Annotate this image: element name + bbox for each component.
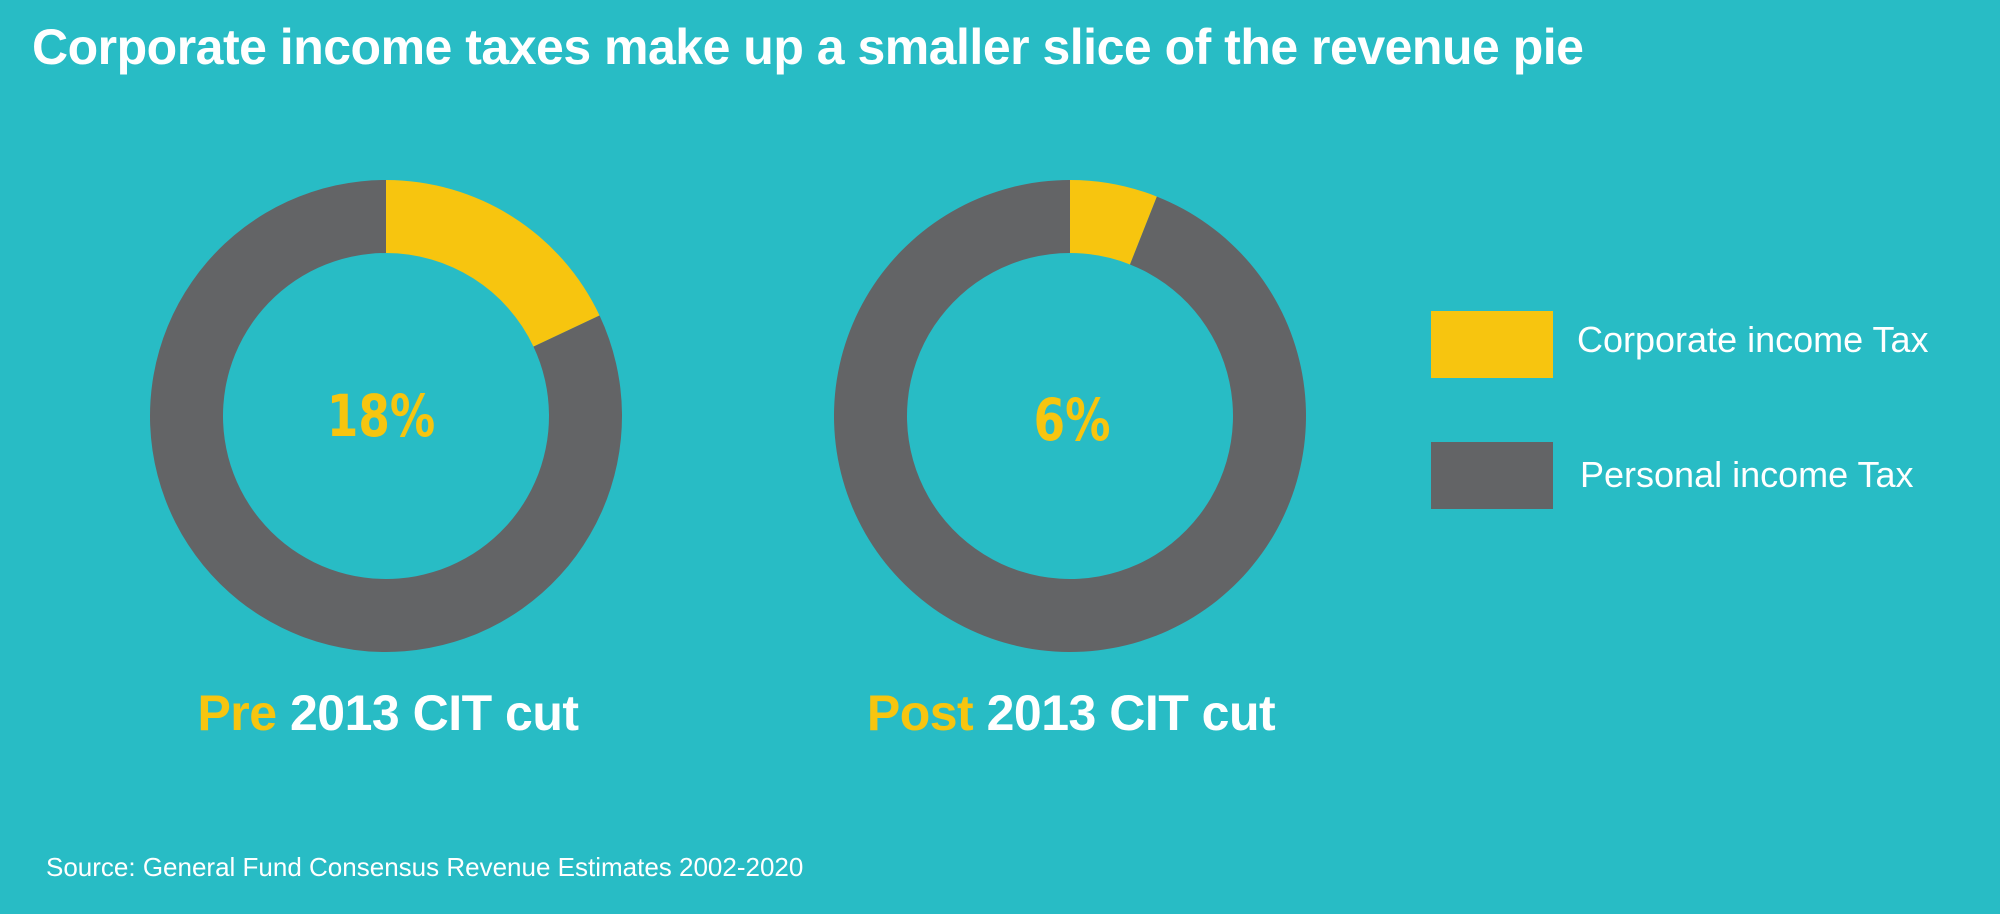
donut-slice-corporate <box>386 180 600 347</box>
chart-title: Corporate income taxes make up a smaller… <box>32 19 1584 75</box>
donut-post <box>833 180 1306 652</box>
legend-swatch-personal <box>1431 442 1553 509</box>
source-note: Source: General Fund Consensus Revenue E… <box>46 852 804 882</box>
caption-post-rest: 2013 CIT cut <box>973 685 1276 741</box>
legend-swatch-corporate <box>1431 311 1553 378</box>
caption-pre-highlight: Pre <box>197 685 277 741</box>
caption-pre-rest: 2013 CIT cut <box>276 685 579 741</box>
legend-label-corporate: Corporate income Tax <box>1577 319 1929 360</box>
caption-pre: Pre 2013 CIT cut <box>197 684 579 742</box>
donut-pre <box>150 180 623 652</box>
center-label-post: 6% <box>1033 386 1111 454</box>
donut-slice-personal <box>833 180 1306 652</box>
legend-label-personal: Personal income Tax <box>1580 454 1914 495</box>
donut-slice-personal <box>150 180 623 652</box>
center-label-pre: 18% <box>326 382 436 450</box>
donut-slice-corporate <box>1070 180 1157 265</box>
caption-post-highlight: Post <box>866 685 974 741</box>
caption-post: Post 2013 CIT cut <box>866 684 1276 742</box>
